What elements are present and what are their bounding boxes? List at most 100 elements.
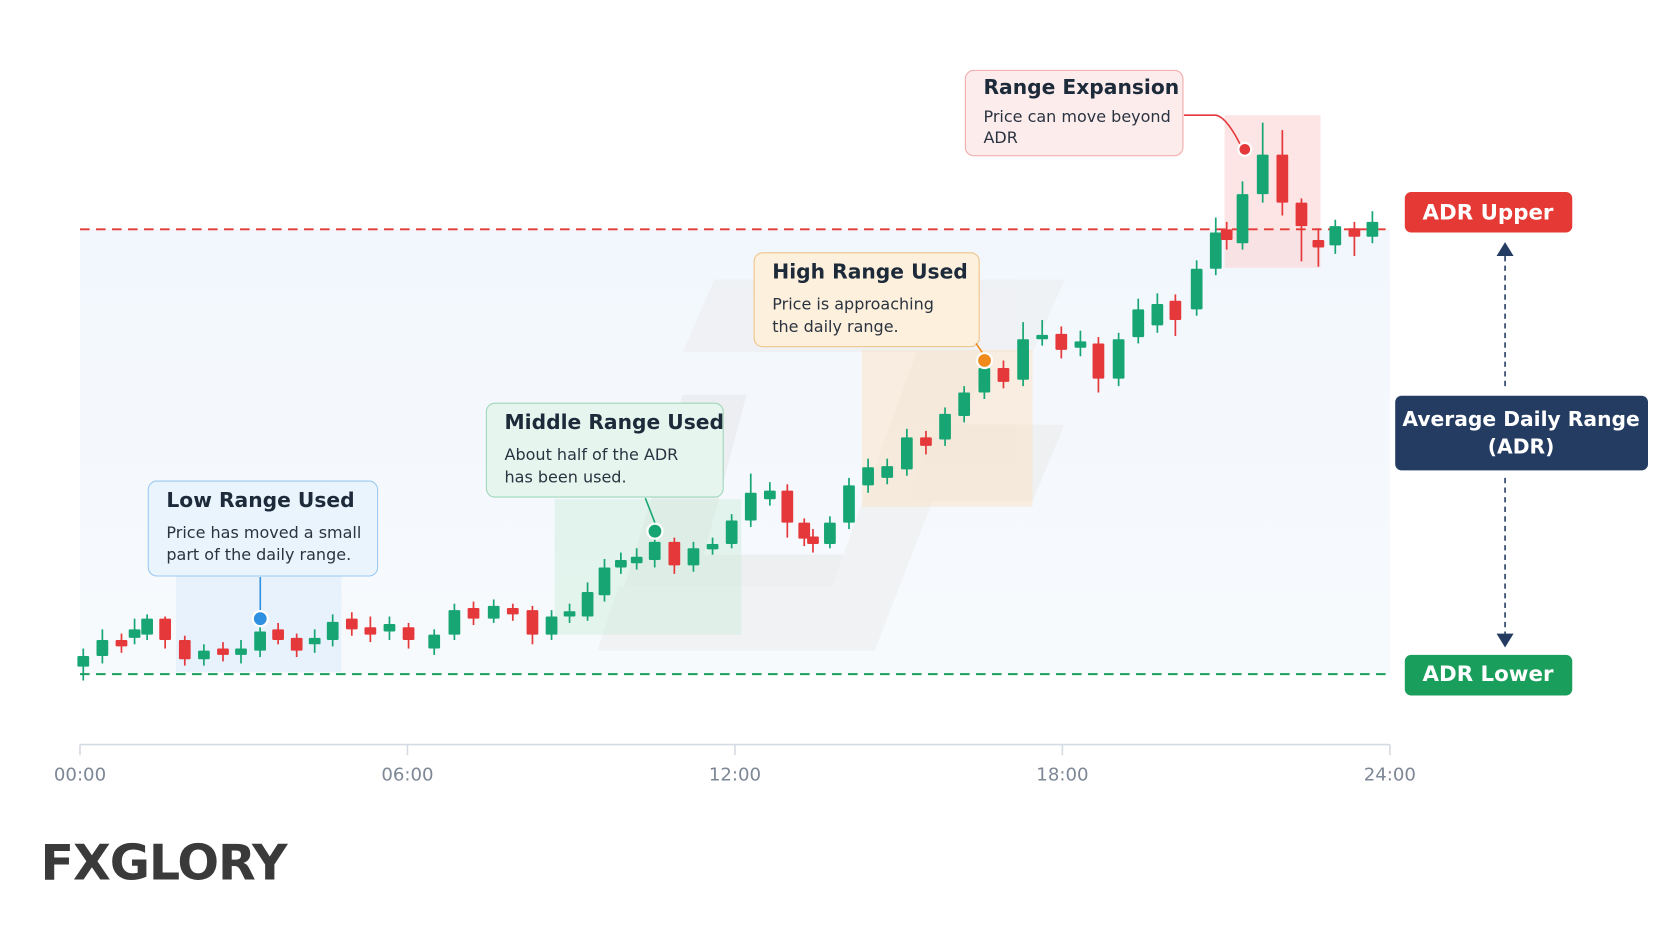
candle-body — [1112, 339, 1125, 379]
candle-body — [744, 492, 757, 521]
candle-body — [326, 621, 339, 640]
candle-body — [763, 490, 776, 500]
annotation-title: High Range Used — [772, 260, 968, 284]
annotation-expansion: Range Expansion Price can move beyond AD… — [964, 69, 1253, 157]
candle-body — [1312, 240, 1325, 248]
candle-body — [115, 640, 128, 647]
candle-body — [402, 627, 415, 640]
adr-lower-label: ADR Lower — [1423, 662, 1554, 687]
connector — [644, 497, 656, 523]
candle-body — [1055, 333, 1068, 350]
candle-body — [939, 413, 951, 440]
annotation-low: Low Range Used Price has moved a small p… — [147, 480, 379, 628]
candle-body — [843, 485, 855, 523]
candle-body — [526, 610, 539, 635]
candle-body — [467, 608, 480, 619]
candle-body — [706, 544, 719, 550]
candle-body — [614, 560, 627, 568]
annotation-box — [485, 402, 724, 498]
arrow-head — [1496, 242, 1514, 256]
candle-body — [781, 490, 794, 523]
annotation-high: High Range Used Price is approaching the… — [753, 252, 994, 370]
marker — [251, 610, 269, 628]
candle-body — [545, 616, 558, 635]
candle-body — [178, 640, 191, 660]
arrow-head — [1496, 633, 1514, 648]
candle-body — [1366, 221, 1379, 237]
candle-body — [1036, 334, 1049, 340]
connector — [1184, 114, 1242, 146]
range-label: Average Daily Range — [1402, 407, 1639, 431]
candle-body — [1236, 194, 1249, 244]
candle-body — [900, 437, 913, 470]
range-box — [1395, 395, 1648, 471]
candle-body — [581, 592, 594, 617]
candle-body — [141, 618, 153, 635]
candle-body — [345, 618, 358, 630]
candle-body — [254, 631, 266, 651]
adr-upper-pill — [1404, 192, 1573, 233]
candle-body — [725, 520, 738, 544]
annotation-box — [147, 480, 379, 577]
candle-body — [1092, 343, 1105, 379]
marker — [646, 522, 664, 540]
candle-body — [1132, 309, 1145, 338]
x-tick-label: 24:00 — [1364, 764, 1416, 785]
candle-body — [958, 392, 971, 416]
candle-body — [798, 522, 811, 539]
candle-body — [198, 650, 210, 660]
candle-body — [978, 368, 991, 393]
candle-body — [487, 605, 500, 619]
candle-body — [272, 629, 284, 640]
candle-body — [563, 611, 576, 617]
candle-body — [364, 627, 377, 635]
adr-upper-label: ADR Upper — [1423, 200, 1554, 225]
candle-body — [881, 466, 894, 478]
candle-body — [1151, 304, 1164, 326]
candle-body — [428, 634, 441, 649]
annotation-text: ADR — [983, 128, 1017, 147]
zone-expansion — [1224, 115, 1321, 268]
candle-body — [1017, 339, 1029, 380]
annotation-middle: Middle Range Used About half of the ADR … — [485, 402, 724, 540]
logo: FXGLORY — [41, 834, 288, 892]
plot: 00:00 06:00 12:00 18:00 24:00 — [54, 122, 1416, 785]
adr-lower-pill — [1404, 654, 1573, 696]
candle-body — [308, 637, 321, 645]
candle-body — [1074, 341, 1087, 348]
candle-body — [920, 437, 932, 446]
annotation-box — [753, 252, 980, 348]
annotation-text: the daily range. — [772, 317, 898, 336]
candle-body — [1295, 202, 1308, 227]
range-label: (ADR) — [1488, 435, 1555, 459]
annotation-box — [964, 69, 1184, 157]
candle-body — [648, 541, 661, 560]
candle-body — [506, 608, 519, 615]
annotation-text: Price has moved a small — [166, 523, 361, 542]
marker — [1237, 141, 1253, 157]
x-tick-label: 00:00 — [54, 764, 106, 785]
annotation-text: part of the daily range. — [166, 545, 351, 564]
candle-body — [824, 522, 836, 544]
candle-body — [687, 548, 700, 566]
candle-body — [1220, 229, 1233, 240]
x-tick-label: 18:00 — [1036, 764, 1088, 785]
candle-body — [668, 541, 681, 566]
annotation-text: About half of the ADR — [505, 445, 679, 464]
candle-body — [159, 618, 172, 640]
annotation-title: Low Range Used — [166, 488, 354, 512]
x-tick-label: 06:00 — [381, 764, 433, 785]
candle-body — [448, 610, 461, 635]
candle-body — [96, 640, 109, 656]
annotation-text: has been used. — [505, 467, 627, 486]
candle-body — [630, 556, 643, 564]
candle-body — [383, 624, 396, 632]
candle-body — [598, 567, 611, 596]
annotation-text: Price is approaching — [772, 295, 934, 314]
annotation-text: Price can move beyond — [983, 107, 1170, 126]
candle-body — [1329, 226, 1342, 246]
candle-body — [862, 467, 874, 486]
candle-body — [217, 648, 229, 655]
